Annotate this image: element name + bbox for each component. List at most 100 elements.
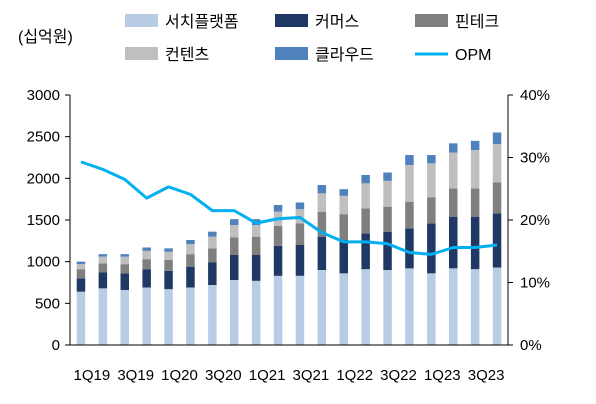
bar-segment xyxy=(208,262,217,285)
y-left-tick-label: 3000 xyxy=(27,87,60,104)
bar-segment xyxy=(120,290,129,345)
bar-segment xyxy=(142,269,151,288)
bar-segment xyxy=(98,288,108,345)
bar-segment xyxy=(208,231,217,237)
bar-segment xyxy=(186,254,195,267)
bar-segment xyxy=(120,273,129,290)
bar-segment xyxy=(383,270,392,345)
bar-segment xyxy=(470,269,480,345)
bar-segment xyxy=(98,263,108,273)
bar-segment xyxy=(76,278,86,292)
y-left-tick-label: 2000 xyxy=(27,170,60,187)
y-right-tick-label: 40% xyxy=(520,87,550,104)
bar-segment xyxy=(142,259,151,270)
bar-segment xyxy=(142,250,151,260)
bar-segment xyxy=(470,188,480,217)
bar-segment xyxy=(76,261,86,265)
x-tick-label: 1Q19 xyxy=(74,367,111,384)
bar-segment xyxy=(273,205,283,212)
bar-segment xyxy=(251,236,261,255)
bar-segment xyxy=(230,225,239,238)
bar-segment xyxy=(361,175,370,184)
bar-segment xyxy=(492,182,502,214)
legend-label: OPM xyxy=(455,47,491,64)
bar-segment xyxy=(427,273,436,345)
bar-segment xyxy=(361,269,370,345)
legend-label: 서치플랫폼 xyxy=(165,13,239,31)
bar-segment xyxy=(164,251,173,260)
bar-segment xyxy=(76,264,86,270)
bar-segment xyxy=(164,289,173,345)
bar-segment xyxy=(339,189,348,196)
unit-label: (십억원) xyxy=(18,28,73,46)
bar-segment xyxy=(492,132,502,145)
bar-segment xyxy=(361,183,370,209)
bar-segment xyxy=(251,280,261,345)
bar-segment xyxy=(120,264,129,274)
y-right-tick-label: 0% xyxy=(520,337,542,354)
bar-segment xyxy=(449,268,458,345)
bar-segment xyxy=(427,197,436,224)
bar-segment xyxy=(470,140,480,150)
y-left-tick-label: 2500 xyxy=(27,129,60,146)
bar-segment xyxy=(449,143,458,153)
bar-segment xyxy=(317,236,327,270)
bar-segment xyxy=(273,225,283,246)
x-tick-label: 3Q21 xyxy=(293,367,330,384)
y-axis-right: 0% 10% 20% 30% 40% xyxy=(507,87,550,354)
bar-segment xyxy=(98,272,108,289)
bar-segment xyxy=(186,240,195,245)
x-tick-label: 1Q23 xyxy=(424,367,461,384)
bar-segment xyxy=(76,291,86,345)
y-left-tick-label: 1500 xyxy=(27,212,60,229)
y-axis-left: 0 500 1000 1500 2000 2500 3000 xyxy=(27,87,71,354)
legend-swatch xyxy=(275,14,308,27)
bar-segment xyxy=(361,233,370,270)
legend-swatch xyxy=(275,47,308,60)
y-right-tick-label: 30% xyxy=(520,150,550,167)
bar-segment xyxy=(251,225,261,237)
bar-segment xyxy=(164,260,173,271)
bar-segment xyxy=(186,287,195,345)
bar-segment xyxy=(230,255,239,280)
opm-line xyxy=(80,160,498,256)
bar-segment xyxy=(251,255,261,281)
bar-segment xyxy=(186,244,195,255)
bar-segment xyxy=(492,267,502,345)
y-left-tick-label: 1000 xyxy=(27,254,60,271)
bar-segment xyxy=(405,228,414,269)
legend-swatch xyxy=(415,14,448,27)
bar-segment xyxy=(208,248,217,263)
y-left-tick-label: 0 xyxy=(52,337,60,354)
bar-segment xyxy=(405,155,414,165)
bar-segment xyxy=(427,163,436,198)
bar-segment xyxy=(405,165,414,202)
bar-segment xyxy=(361,208,370,234)
x-tick-label: 3Q23 xyxy=(468,367,505,384)
bar-segment xyxy=(164,270,173,290)
x-tick-label: 3Q19 xyxy=(117,367,154,384)
bar-segment xyxy=(470,216,480,270)
bar-segment xyxy=(339,273,348,345)
bar-segment xyxy=(317,193,327,212)
bar-segment xyxy=(295,245,305,276)
bar-segment xyxy=(208,236,217,249)
bar-segment xyxy=(405,268,414,345)
bar-segment xyxy=(449,216,458,269)
x-tick-label: 3Q22 xyxy=(380,367,417,384)
bar-segment xyxy=(142,247,151,251)
bar-segment xyxy=(405,201,414,229)
opm-line-layer xyxy=(80,160,498,256)
legend-label: 핀테크 xyxy=(455,13,499,31)
bar-segment xyxy=(208,285,217,345)
bar-segment xyxy=(339,240,348,274)
bar-segment xyxy=(383,206,392,232)
bar-segment xyxy=(230,280,239,345)
bar-segment xyxy=(470,150,480,189)
y-right-tick-label: 10% xyxy=(520,275,550,292)
y-left-tick-label: 500 xyxy=(35,295,60,312)
bar-segment xyxy=(230,237,239,255)
bar-segment xyxy=(98,254,108,257)
